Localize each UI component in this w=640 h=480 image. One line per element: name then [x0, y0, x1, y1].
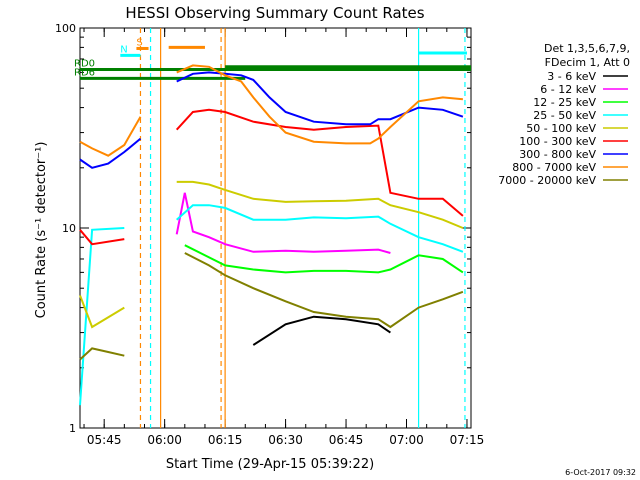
status-bar-label: RD0 [74, 59, 95, 70]
legend-label: 50 - 100 keV [526, 122, 596, 135]
y-tick-label: 1 [69, 422, 76, 435]
x-tick-label: 05:45 [87, 433, 122, 447]
series-line [176, 204, 464, 253]
x-tick-label: 06:00 [147, 433, 182, 447]
x-axis-label: Start Time (29-Apr-15 05:39:22) [166, 457, 374, 472]
legend-label: 7000 - 20000 keV [498, 174, 596, 187]
legend-label: 100 - 300 keV [519, 135, 596, 148]
series-line [175, 108, 464, 217]
series-line [79, 347, 125, 361]
legend-label: 6 - 12 keV [540, 83, 596, 96]
series-line [175, 192, 391, 254]
status-bar-label: RD6 [74, 67, 95, 78]
legend-label: 300 - 800 keV [519, 148, 596, 161]
status-bar-label: N [120, 44, 127, 55]
y-tick-label: 10 [62, 222, 76, 235]
series-line [252, 315, 391, 346]
series-line [79, 229, 125, 246]
legend-label: 25 - 50 keV [533, 109, 596, 122]
status-bar-label: S [136, 37, 142, 48]
x-tick-label: 07:00 [389, 433, 424, 447]
series-line [79, 137, 142, 169]
x-tick-label: 06:15 [208, 433, 243, 447]
legend-label: 12 - 25 keV [533, 96, 596, 109]
legend-header-line-1: Det 1,3,5,6,7,9, [544, 42, 630, 55]
chart-title: HESSI Observing Summary Count Rates [125, 4, 424, 22]
series-line [176, 71, 464, 126]
x-tick-label: 06:30 [268, 433, 303, 447]
legend-header-line-2: FDecim 1, Att 0 [545, 56, 630, 69]
series-line [79, 116, 142, 157]
footer-date: 6-Oct-2017 09:32 [565, 468, 636, 477]
series-line [176, 64, 463, 145]
x-tick-label: 06:45 [329, 433, 364, 447]
y-axis-label: Count Rate (s⁻¹ detector⁻¹) [34, 142, 49, 319]
series-line [79, 227, 125, 406]
series-line [79, 295, 125, 329]
series-line [176, 180, 464, 229]
legend-label: 800 - 7000 keV [512, 161, 596, 174]
y-tick-label: 100 [55, 22, 76, 35]
legend-label: 3 - 6 keV [547, 70, 596, 83]
series-line [184, 244, 464, 274]
x-tick-label: 07:15 [450, 433, 485, 447]
plot-frame [79, 27, 472, 429]
series-line [184, 252, 464, 329]
